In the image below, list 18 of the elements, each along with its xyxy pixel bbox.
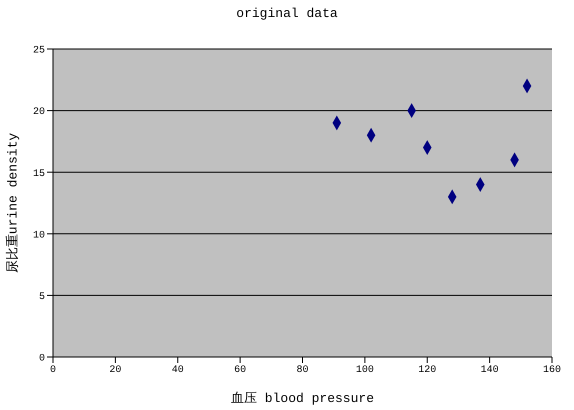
y-tick-label: 5 [38, 292, 45, 303]
y-tick-label: 0 [38, 354, 45, 365]
x-tick-label: 20 [109, 365, 122, 376]
y-tick-label: 25 [32, 46, 45, 57]
x-tick-label: 160 [542, 365, 562, 376]
x-tick-label: 40 [172, 365, 184, 376]
x-tick-label: 60 [234, 365, 246, 376]
y-tick-label: 15 [32, 168, 45, 180]
x-tick-label: 100 [356, 365, 374, 376]
x-axis-title: 血压 blood pressure [230, 391, 374, 406]
x-tick-label: 140 [480, 365, 499, 376]
y-axis-title: 尿比重urine density [6, 132, 21, 274]
chart-title: original data [235, 6, 339, 21]
x-tick-label: 80 [296, 365, 309, 376]
x-tick-label: 0 [50, 365, 56, 376]
x-tick-label: 120 [418, 365, 436, 376]
y-tick-label: 20 [32, 107, 45, 118]
y-tick-label: 10 [32, 230, 45, 242]
